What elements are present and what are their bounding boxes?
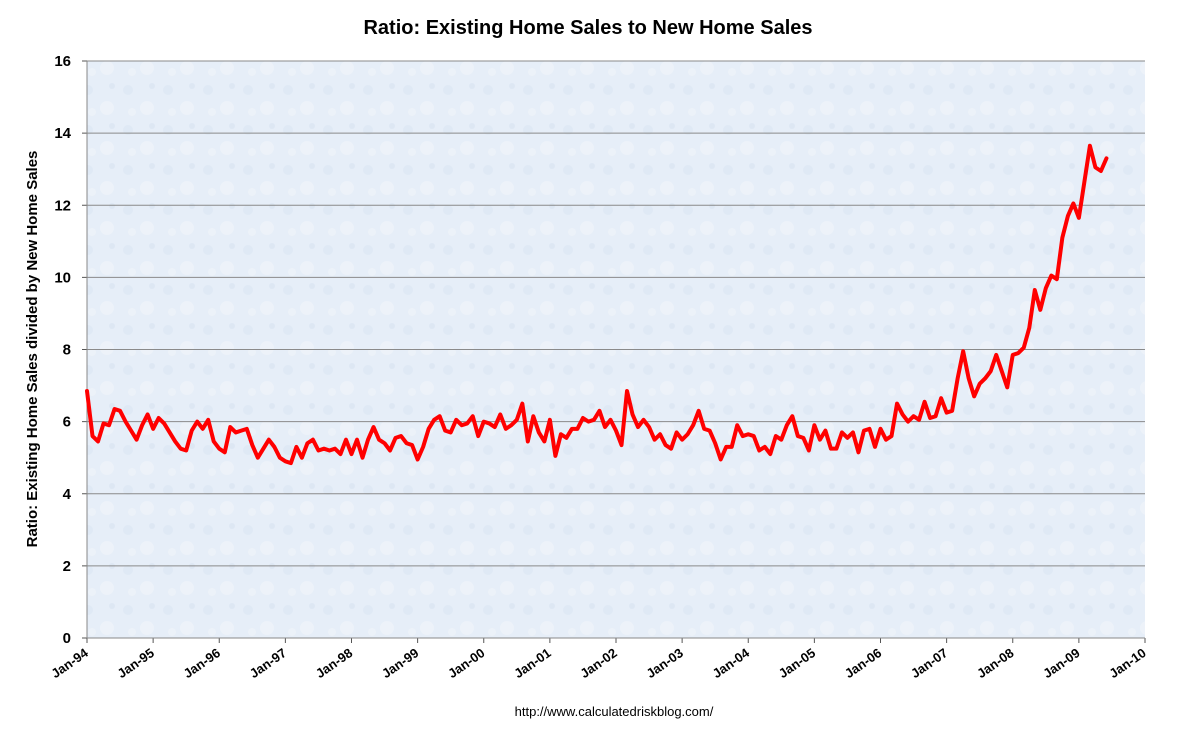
y-tick-label: 8 [63,342,71,359]
x-tick-label: Jan-96 [181,645,223,681]
x-tick-label: Jan-94 [48,645,91,681]
x-axis-ticks: Jan-94 Jan-95 Jan-96 Jan-97 Jan-98 Jan-99 Jan-… [48,638,1149,681]
gridlines [87,60,1145,567]
x-tick-label: Jan-05 [776,645,818,681]
x-tick-label: Jan-98 [313,645,355,681]
x-tick-label: Jan-08 [974,645,1016,681]
y-tick-label: 4 [63,486,72,503]
x-tick-label: Jan-02 [577,645,619,681]
x-tick-label: Jan-00 [445,645,487,681]
source-url: http://www.calculatedriskblog.com/ [515,704,714,719]
x-tick-label: Jan-10 [1106,645,1148,681]
chart-title: Ratio: Existing Home Sales to New Home S… [363,17,812,39]
y-tick-label: 0 [63,630,71,647]
y-axis-ticks: 0 2 4 6 8 10 12 14 16 [54,53,87,647]
x-tick-label: Jan-01 [511,645,553,681]
y-tick-label: 14 [54,125,71,142]
series-line-ratio [85,143,1109,466]
x-tick-label: Jan-99 [379,645,421,681]
y-axis-label: Ratio: Existing Home Sales divided by Ne… [24,151,41,548]
x-tick-label: Jan-03 [643,645,685,681]
y-tick-label: 6 [63,414,71,431]
x-tick-label: Jan-95 [114,645,156,681]
y-tick-label: 10 [54,269,71,286]
x-tick-label: Jan-09 [1040,645,1082,681]
y-tick-label: 12 [54,197,71,214]
x-tick-label: Jan-97 [247,645,289,681]
y-tick-label: 2 [63,558,71,575]
y-tick-label: 16 [54,53,71,70]
x-tick-label: Jan-07 [908,645,950,681]
x-tick-label: Jan-06 [842,645,884,681]
x-tick-label: Jan-04 [710,645,753,681]
